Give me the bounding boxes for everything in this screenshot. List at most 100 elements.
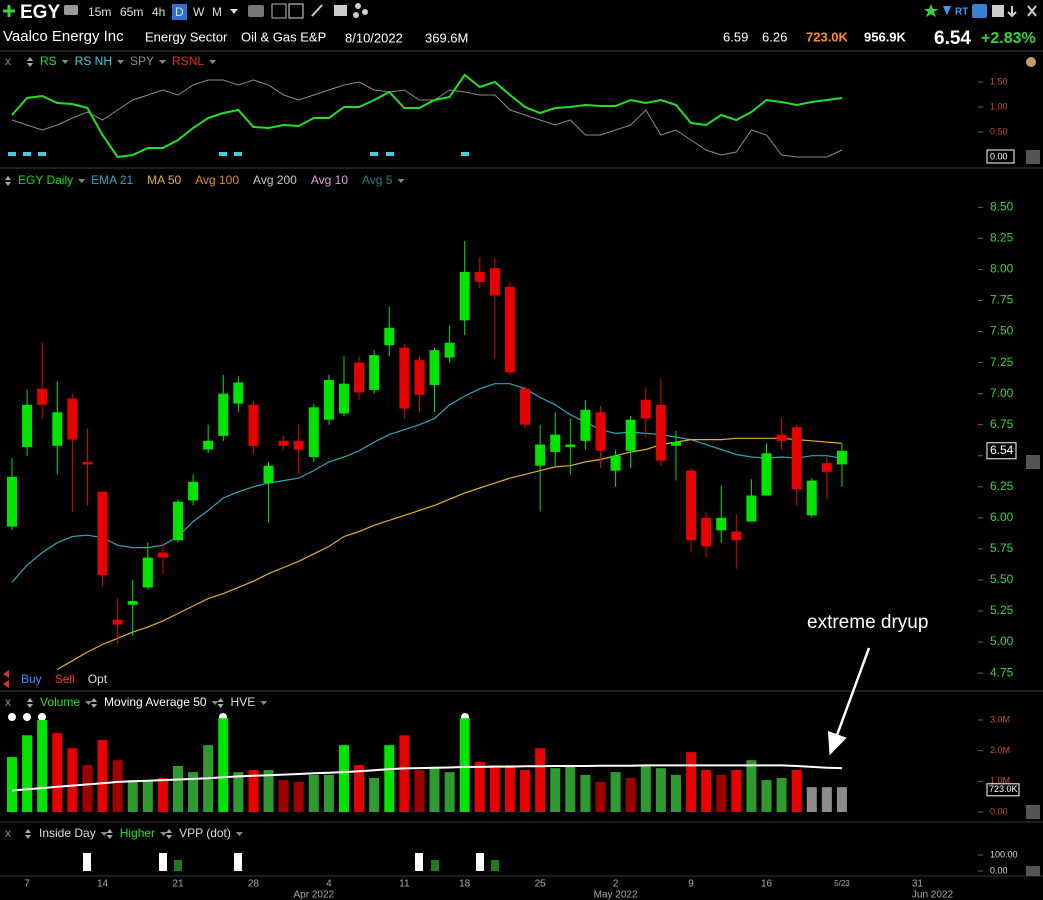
volume-bar xyxy=(338,745,349,812)
interval-active[interactable] xyxy=(172,4,187,20)
reorder-icon[interactable] xyxy=(25,829,31,839)
toolbar-icon[interactable] xyxy=(334,5,347,16)
legend-entry[interactable]: Volume xyxy=(40,695,80,709)
volume-bar xyxy=(580,774,591,812)
legend-entry[interactable]: RSNL xyxy=(172,54,204,68)
legend-entry[interactable]: Higher xyxy=(120,826,155,840)
signal-bars xyxy=(83,853,499,871)
dropdown-icon[interactable] xyxy=(160,832,168,836)
y-tick-label: 1.0M xyxy=(990,776,1010,786)
x-month-label: Jun 2022 xyxy=(912,890,954,900)
volume-bar xyxy=(7,757,17,812)
candle-body xyxy=(218,393,229,436)
legend-entry[interactable]: Sell xyxy=(55,672,75,686)
candle-body xyxy=(22,404,33,448)
toolbar-icon[interactable] xyxy=(1007,6,1017,18)
dropdown-icon[interactable] xyxy=(235,832,243,836)
legend-entry[interactable]: Avg 10 xyxy=(311,173,348,187)
legend-entry[interactable]: EMA 21 xyxy=(91,173,133,187)
toolbar-icon[interactable] xyxy=(248,5,264,17)
reorder-icon[interactable] xyxy=(91,698,98,708)
toolbar-icon[interactable] xyxy=(972,4,987,18)
filter-icon[interactable] xyxy=(943,6,951,15)
palette-icon[interactable] xyxy=(1026,57,1036,67)
volume-bar xyxy=(354,765,365,812)
legend-entry[interactable]: Avg 100 xyxy=(195,173,239,187)
y-tick-label: 5.50 xyxy=(990,572,1014,586)
volume-bar xyxy=(821,787,832,812)
volume-bar xyxy=(142,780,153,812)
rt-label[interactable]: RT xyxy=(955,7,968,18)
candle-body xyxy=(369,355,380,390)
interval-button[interactable]: M xyxy=(212,5,222,19)
legend-entry[interactable]: MA 50 xyxy=(147,173,181,187)
dropdown-icon[interactable] xyxy=(85,701,93,705)
legend-entry[interactable]: Inside Day xyxy=(39,826,96,840)
dropdown-icon[interactable] xyxy=(61,60,69,64)
legend-entry[interactable]: HVE xyxy=(231,695,256,709)
close-button[interactable]: x xyxy=(5,695,11,709)
toolbar-icon[interactable] xyxy=(355,3,361,9)
day-volume: 723.0K xyxy=(806,29,849,44)
interval-button[interactable]: D xyxy=(175,5,184,19)
candle-body xyxy=(308,407,319,457)
close-button[interactable]: x xyxy=(5,54,11,68)
sector: Energy Sector xyxy=(145,29,228,44)
dropdown-icon[interactable] xyxy=(211,701,219,705)
symbol[interactable]: EGY xyxy=(20,2,60,23)
interval-button[interactable]: 65m xyxy=(120,5,143,19)
toolbar-icon[interactable] xyxy=(64,5,78,15)
reorder-icon[interactable] xyxy=(5,176,11,186)
toolbar-icon[interactable] xyxy=(992,5,1004,17)
scroll-handle[interactable] xyxy=(1026,866,1040,876)
legend-entry[interactable]: VPP (dot) xyxy=(179,826,231,840)
legend-entry[interactable]: Opt xyxy=(88,672,108,686)
interval-button[interactable]: W xyxy=(193,5,205,19)
reorder-icon[interactable] xyxy=(27,698,33,708)
reorder-icon[interactable] xyxy=(166,829,173,839)
reorder-icon[interactable] xyxy=(217,698,224,708)
legend-entry[interactable]: SPY xyxy=(130,54,154,68)
volume-bar xyxy=(82,765,93,812)
volume-bar xyxy=(127,780,138,812)
arrow-icon[interactable] xyxy=(3,670,9,688)
toolbar-icon[interactable] xyxy=(362,9,368,15)
scroll-handle[interactable] xyxy=(1026,455,1040,469)
interval-button[interactable]: 4h xyxy=(152,5,165,19)
candle-body xyxy=(731,531,742,541)
candle-body xyxy=(791,427,802,490)
legend-entry[interactable]: EGY Daily xyxy=(18,173,73,187)
dropdown-icon[interactable] xyxy=(117,60,125,64)
candle-body xyxy=(112,619,123,625)
scroll-handle[interactable] xyxy=(1026,805,1040,819)
close-icon[interactable] xyxy=(1027,5,1037,17)
legend-entry[interactable]: RS NH xyxy=(75,54,112,68)
toolbar-icon[interactable] xyxy=(353,12,359,18)
toolbar-icon[interactable] xyxy=(271,3,287,19)
legend-entry[interactable]: Avg 200 xyxy=(253,173,297,187)
toolbar-icon[interactable] xyxy=(311,4,323,17)
legend-entry[interactable]: Moving Average 50 xyxy=(104,695,207,709)
add-icon[interactable] xyxy=(3,5,15,17)
interval-button[interactable]: 15m xyxy=(88,5,111,19)
dropdown-icon[interactable] xyxy=(209,60,217,64)
volume-bar xyxy=(504,765,515,812)
reorder-icon[interactable] xyxy=(106,829,113,839)
star-icon[interactable] xyxy=(924,4,938,17)
dropdown-icon[interactable] xyxy=(397,179,405,183)
legend-entry[interactable]: Avg 5 xyxy=(362,173,393,187)
dropdown-icon[interactable] xyxy=(230,9,238,14)
legend-entry[interactable]: RS xyxy=(40,54,57,68)
reorder-icon[interactable] xyxy=(27,57,33,67)
toolbar-icon[interactable] xyxy=(288,3,304,19)
candle-body xyxy=(157,552,168,558)
dropdown-icon[interactable] xyxy=(260,701,268,705)
dropdown-icon[interactable] xyxy=(78,179,86,183)
dropdown-icon[interactable] xyxy=(159,60,167,64)
volume-bar xyxy=(565,766,576,812)
close-button[interactable]: x xyxy=(5,826,11,840)
legend-entry[interactable]: Buy xyxy=(21,672,42,686)
y-tick-label: 6.00 xyxy=(990,510,1014,524)
scroll-handle[interactable] xyxy=(1026,150,1040,164)
dropdown-icon[interactable] xyxy=(100,832,108,836)
